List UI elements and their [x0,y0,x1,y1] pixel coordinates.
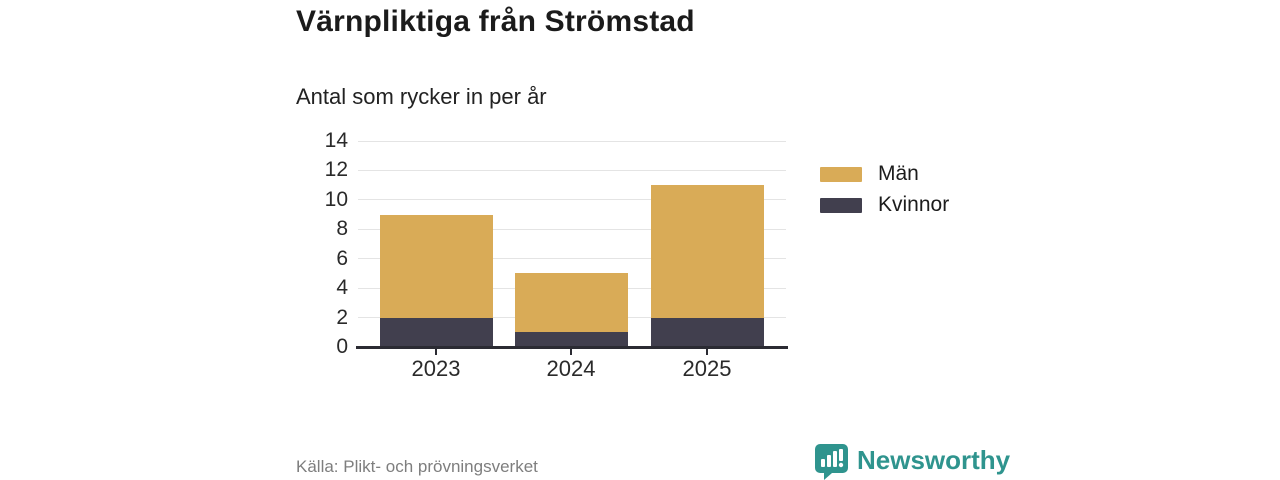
x-axis-tick-label: 2023 [411,356,461,381]
y-axis-tick-label: 14 [324,129,348,152]
brand-logo: Newsworthy [814,443,1010,480]
y-axis-tick-label: 12 [324,158,348,182]
brand-name: Newsworthy [857,445,1011,475]
bar-segment-kvinnor-2024 [514,332,628,347]
newsworthy-icon [815,444,848,480]
legend-label: Kvinnor [878,193,950,216]
legend: Män Kvinnor [820,162,950,225]
legend-swatch [820,197,862,213]
bar-segment-kvinnor-2023 [379,317,493,347]
chart-title: Värnpliktiga från Strömstad [296,5,695,38]
plot-area: 0 2 4 6 8 10 12 14 2023 2024 2025 [325,130,788,381]
chart-subtitle: Antal som rycker in per år [296,84,547,109]
x-axis-tick [435,348,437,355]
x-axis-tick [706,348,708,355]
x-axis-tick-label: 2024 [546,356,596,381]
source-note: Källa: Plikt- och prövningsverket [296,457,538,476]
gridline [358,199,786,201]
bar-segment-män-2025 [650,185,764,318]
bar-segment-män-2023 [379,214,493,318]
y-axis-tick-label: 0 [336,335,348,358]
y-axis-tick-label: 2 [336,305,348,329]
x-axis-tick [570,348,572,355]
gridline [358,258,786,260]
y-axis-tick-label: 8 [336,217,348,241]
bar-segment-män-2024 [514,273,628,333]
legend-item-kvinnor: Kvinnor [820,193,950,216]
y-axis-tick-label: 10 [324,187,348,211]
legend-item-män: Män [820,162,949,185]
y-axis-tick-label: 4 [336,276,348,300]
legend-swatch [820,166,862,182]
gridline [358,228,786,230]
legend-label: Män [878,162,919,185]
bar-segment-kvinnor-2025 [650,317,764,347]
gridline [358,140,786,142]
x-axis-line [356,345,788,349]
gridline [358,169,786,171]
x-axis-tick-label: 2025 [682,356,732,381]
y-axis-tick-label: 6 [336,246,348,270]
